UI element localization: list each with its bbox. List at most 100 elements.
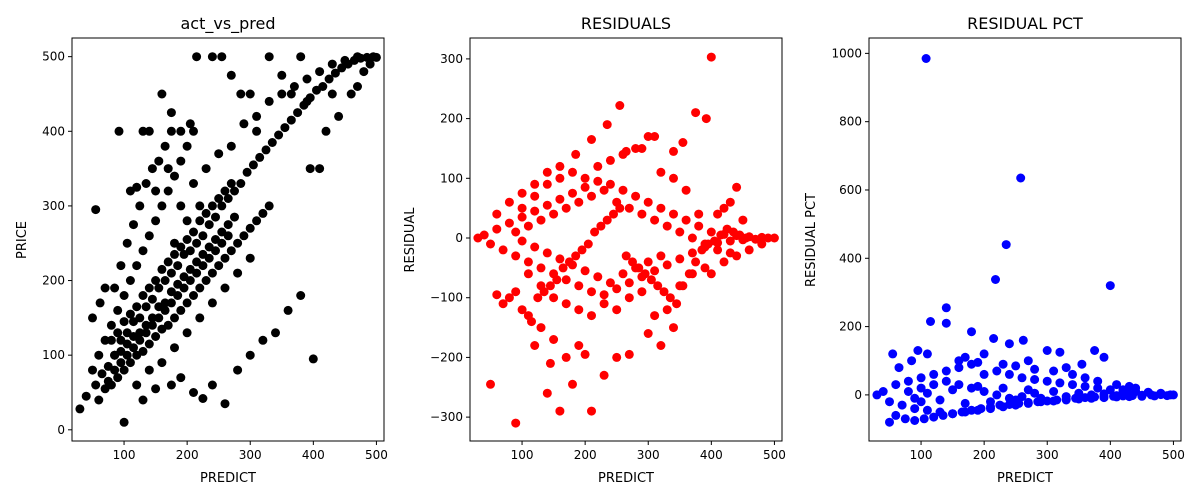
data-point (539, 287, 549, 297)
y-axis-label: PRICE (15, 221, 30, 259)
data-point (542, 167, 552, 177)
data-point (650, 132, 660, 141)
data-point (346, 89, 356, 99)
data-point (631, 263, 641, 273)
data-point (113, 305, 123, 315)
data-point (587, 191, 596, 201)
data-point (568, 260, 577, 270)
data-point (242, 167, 252, 177)
data-point (135, 328, 145, 338)
data-point (106, 320, 116, 330)
data-point (154, 283, 164, 293)
data-point (640, 269, 650, 279)
data-point (523, 269, 533, 279)
data-point (1030, 375, 1040, 384)
data-point (230, 186, 239, 196)
data-point (580, 182, 590, 192)
data-point (888, 349, 898, 359)
data-point (530, 206, 540, 216)
data-point (967, 327, 976, 337)
data-point (1137, 390, 1147, 400)
data-point (1023, 356, 1033, 366)
data-point (574, 281, 584, 291)
data-point (605, 155, 615, 165)
data-point (561, 203, 571, 213)
data-point (678, 281, 688, 291)
data-point (245, 350, 255, 360)
data-point (261, 145, 271, 155)
data-point (135, 201, 145, 211)
data-point (132, 302, 142, 312)
data-point (144, 365, 154, 375)
data-point (154, 156, 164, 166)
data-point (1105, 281, 1115, 291)
data-point (536, 215, 546, 225)
data-point (201, 208, 211, 218)
data-point (643, 197, 653, 207)
data-point (669, 209, 678, 219)
data-point (1049, 387, 1059, 396)
marks (75, 52, 381, 427)
data-point (741, 233, 751, 243)
data-point (223, 220, 233, 230)
data-point (327, 89, 337, 99)
data-point (530, 341, 540, 350)
data-point (486, 239, 495, 249)
data-point (498, 245, 508, 255)
data-point (252, 216, 262, 226)
data-point (542, 179, 552, 189)
data-point (948, 385, 958, 395)
data-point (195, 313, 205, 323)
data-point (1086, 390, 1096, 400)
data-point (511, 418, 521, 428)
data-point (552, 275, 562, 285)
data-point (609, 209, 618, 219)
data-point (141, 179, 151, 188)
data-point (1052, 395, 1062, 405)
data-point (536, 323, 546, 333)
data-point (681, 185, 691, 195)
data-point (1049, 366, 1059, 376)
data-point (198, 261, 208, 271)
data-point (885, 397, 894, 407)
data-point (182, 141, 192, 151)
data-point (110, 365, 120, 375)
data-point (979, 349, 989, 359)
data-point (189, 291, 198, 300)
data-point (1042, 346, 1052, 355)
data-point (173, 291, 183, 300)
data-point (286, 89, 296, 99)
data-point (1004, 400, 1014, 409)
data-point (659, 287, 669, 297)
data-point (504, 293, 514, 303)
data-point (545, 281, 555, 291)
data-point (921, 54, 931, 63)
data-point (725, 236, 735, 246)
data-point (91, 205, 101, 215)
data-point (479, 230, 489, 240)
data-point (919, 414, 929, 424)
y-axis-label: RESIDUAL (403, 207, 418, 273)
data-point (878, 387, 888, 396)
data-point (170, 313, 179, 323)
data-point (258, 208, 268, 218)
y-tick-label: 500 (42, 50, 65, 64)
data-point (998, 383, 1008, 393)
y-tick-label: −300 (430, 410, 463, 424)
data-point (596, 221, 606, 231)
x-tick-label: 300 (637, 448, 660, 462)
data-point (308, 354, 318, 364)
data-point (587, 135, 596, 144)
data-point (669, 173, 678, 183)
data-point (922, 388, 932, 398)
data-point (201, 276, 211, 285)
data-point (166, 298, 176, 308)
data-point (938, 410, 948, 420)
data-point (192, 268, 202, 278)
data-point (176, 156, 186, 166)
data-point (110, 283, 120, 293)
data-point (769, 233, 779, 243)
data-point (173, 261, 183, 271)
data-point (226, 246, 236, 256)
y-tick-label: 200 (42, 274, 65, 288)
